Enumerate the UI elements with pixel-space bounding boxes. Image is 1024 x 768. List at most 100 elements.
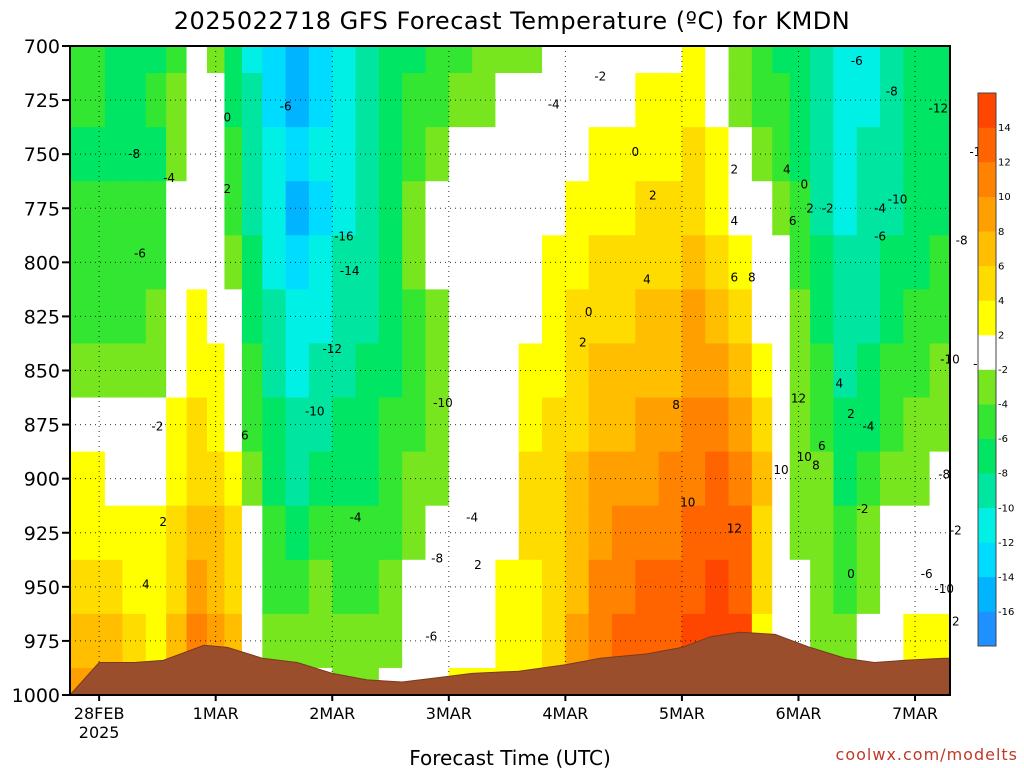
heat-cell (224, 289, 243, 345)
x-tick-label: 1MAR (193, 704, 239, 723)
heat-cell (285, 343, 310, 399)
heat-cell (402, 181, 427, 236)
heat-cell (929, 73, 950, 128)
heat-cell (332, 559, 357, 615)
heat-cell (472, 343, 497, 399)
y-tick-label: 875 (24, 415, 60, 437)
heat-cell (495, 73, 520, 128)
heat-cell (856, 181, 881, 236)
heat-cell (880, 559, 904, 615)
heat-cell (635, 343, 660, 399)
heat-cell (810, 181, 835, 236)
heat-cell (681, 289, 706, 345)
heat-cell (611, 505, 636, 561)
heat-cell (810, 46, 835, 74)
heat-cell (241, 289, 263, 345)
heat-cell (104, 289, 124, 345)
heat-cell (810, 289, 835, 345)
colorbar-swatch (978, 369, 996, 405)
heat-cell (262, 289, 287, 345)
heat-cell (751, 397, 773, 453)
heat-cell (104, 235, 124, 290)
heat-cell (810, 73, 835, 128)
contour-label: -6 (425, 630, 437, 644)
terrain-shape (70, 631, 950, 695)
heat-cell (772, 343, 791, 399)
contour-label: -12 (929, 102, 949, 116)
heat-cell (681, 505, 706, 561)
heat-cell (166, 289, 188, 345)
heat-cell (355, 289, 380, 345)
heat-cell (518, 46, 543, 74)
x-tick-sublabel: 2025 (79, 723, 120, 742)
heat-cell (856, 397, 881, 453)
heat-cell (542, 235, 566, 290)
heat-cell (681, 397, 706, 453)
contour-label: -10 (888, 193, 908, 207)
heat-cell (402, 289, 427, 345)
x-tick-label: 2MAR (309, 704, 355, 723)
heat-cell (104, 73, 124, 128)
heat-cell (104, 451, 124, 507)
contour-label: 4 (142, 578, 150, 592)
contour-label: 10 (773, 463, 788, 477)
contour-label: -6 (134, 247, 146, 261)
heat-cell (751, 73, 773, 128)
y-tick-label: 850 (24, 361, 60, 383)
heat-cell (542, 289, 566, 345)
heat-cell (903, 343, 931, 399)
heat-cell (495, 127, 520, 182)
contour-label: -6 (851, 54, 863, 68)
contour-label: 2 (159, 515, 167, 529)
contour-label: 4 (835, 376, 843, 390)
heat-cell (472, 289, 497, 345)
heat-cell (903, 73, 931, 128)
heat-cell (772, 451, 791, 507)
contour-label: 8 (672, 398, 680, 412)
x-tick-label: 7MAR (892, 704, 938, 723)
heat-cell (224, 235, 243, 290)
x-tick-label: 4MAR (542, 704, 588, 723)
contour-label: -10 (305, 405, 325, 419)
heat-cell (751, 46, 773, 74)
heat-cell (355, 127, 380, 182)
chart-title: 2025022718 GFS Forecast Temperature (ºC)… (174, 7, 850, 35)
heat-cell (611, 235, 636, 290)
heat-cell (122, 613, 147, 669)
y-tick-label: 750 (24, 144, 60, 166)
contour-label: -8 (938, 467, 950, 481)
y-tick-label: 950 (24, 577, 60, 599)
contour-label: -4 (163, 171, 175, 185)
colorbar-tick-label: -14 (998, 572, 1014, 583)
heat-cell (122, 289, 147, 345)
heat-cell (166, 46, 188, 74)
heat-cell (224, 505, 243, 561)
heat-cell (241, 127, 263, 182)
heat-cell (880, 235, 904, 290)
y-tick-label: 775 (24, 198, 60, 220)
heat-cell (166, 343, 188, 399)
contour-label: -10 (433, 396, 453, 410)
y-tick-label: 975 (24, 631, 60, 653)
colorbar-tick-label: 4 (998, 296, 1004, 307)
heat-cell (856, 127, 881, 182)
heat-cell (104, 613, 124, 669)
heat-cell (145, 235, 167, 290)
contour-label: 12 (727, 521, 742, 535)
heat-cell (425, 127, 450, 182)
colorbar-frame (977, 92, 997, 647)
heat-cell (402, 397, 427, 453)
heat-cell (705, 559, 730, 615)
heat-cell (542, 451, 566, 507)
contour-label: -6 (874, 229, 886, 243)
heat-cell (635, 451, 660, 507)
heat-cell (705, 73, 730, 128)
contour-label: -4 (350, 511, 362, 525)
heat-cell (635, 181, 660, 236)
heat-cell (402, 46, 427, 74)
x-axis-label: Forecast Time (UTC) (409, 746, 611, 768)
heat-cell (425, 397, 450, 453)
heat-cell (495, 613, 520, 669)
heat-cell (751, 505, 773, 561)
